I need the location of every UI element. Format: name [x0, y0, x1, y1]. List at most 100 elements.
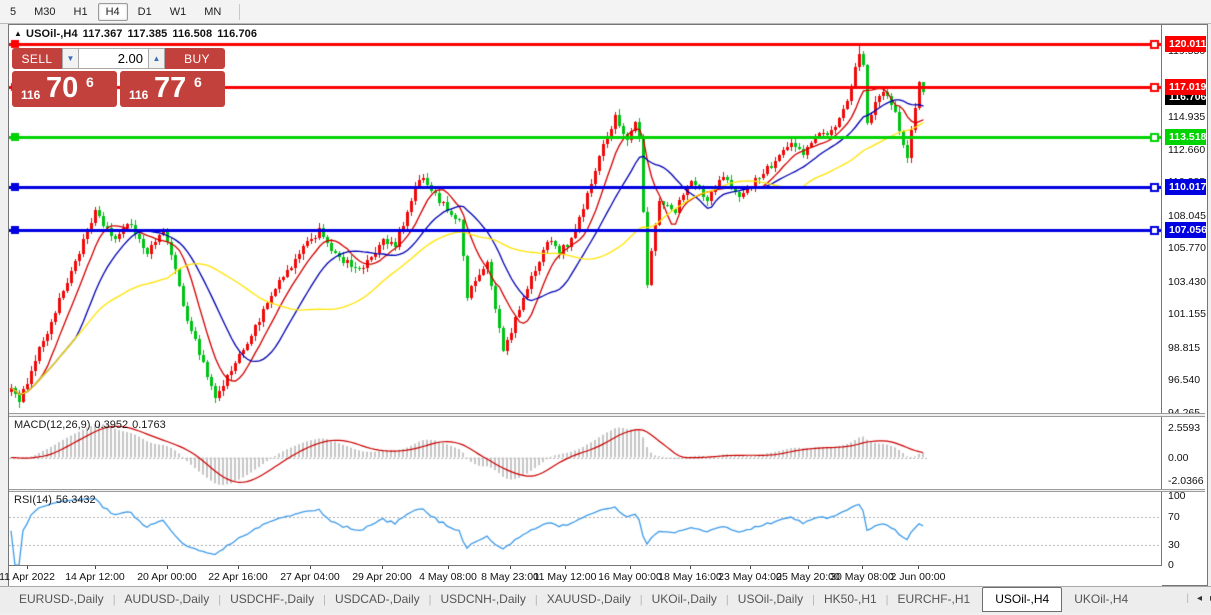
ohlc-low: 116.508	[172, 28, 213, 40]
chart-tab-bar: EURUSD-,Daily | AUDUSD-,Daily | USDCHF-,Dail…	[0, 586, 1211, 613]
time-axis-label: 2 Jun 00:00	[890, 571, 946, 583]
chart-tab-usoil-daily[interactable]: USOil-,Daily	[737, 592, 804, 606]
rsi-axis-tick: 30	[1168, 538, 1180, 551]
time-axis-tick	[808, 566, 809, 569]
time-axis-label: 18 May 16:00	[658, 571, 722, 583]
time-axis-tick	[918, 566, 919, 569]
chart-tab-hk50-h1[interactable]: HK50-,H1	[823, 592, 877, 606]
tab-separator: |	[323, 594, 326, 606]
timeframe-button-5[interactable]: 5	[2, 3, 24, 21]
time-axis-label: 11 May 12:00	[533, 571, 597, 583]
chart-window: ▲ USOil-,H4 117.367 117.385 116.508 116.706 S…	[0, 24, 1208, 586]
time-axis-tick	[630, 566, 631, 569]
price-axis-tick: 105.770	[1168, 242, 1206, 255]
chart-tab-audusd-daily[interactable]: AUDUSD-,Daily	[124, 592, 210, 606]
price-level-badge: 120.011	[1165, 36, 1206, 53]
time-axis-label: 14 Apr 12:00	[65, 571, 125, 583]
timeframe-button-MN[interactable]: MN	[196, 3, 229, 21]
time-axis-tick	[95, 566, 96, 569]
buy-price-prefix: 116	[129, 88, 149, 102]
time-axis[interactable]: 11 Apr 2022 14 Apr 12:00 20 Apr 00:00 22 Ap…	[0, 565, 1162, 586]
time-axis-label: 30 May 08:00	[830, 571, 894, 583]
tab-scroll-divider: |	[1186, 593, 1189, 604]
volume-input[interactable]: 2.00	[79, 48, 148, 69]
time-axis-tick	[565, 566, 566, 569]
tab-separator: |	[534, 594, 538, 606]
buy-price-display[interactable]: 116 77 6	[120, 71, 225, 107]
chart-tab-usdcad-daily[interactable]: USDCAD-,Daily	[334, 592, 420, 606]
macd-axis-tick: -2.0366	[1168, 474, 1204, 487]
macd-axis-tick: 2.5593	[1168, 421, 1201, 434]
tab-separator: |	[812, 594, 815, 606]
time-axis-tick	[27, 566, 28, 569]
chart-tab-usdcnh-daily[interactable]: USDCNH-,Daily	[440, 592, 526, 606]
macd-axis-tick: 0.00	[1168, 451, 1189, 464]
tab-separator: |	[112, 594, 116, 606]
time-axis-label: 16 May 00:00	[598, 571, 662, 583]
tab-separator: |	[725, 594, 729, 606]
collapse-indicators-icon[interactable]: ▲	[14, 29, 23, 38]
chart-symbol: USOil-,H4	[26, 28, 78, 40]
chart-tab-ukoil-daily[interactable]: UKOil-,Daily	[651, 592, 717, 606]
rsi-axis-tick: 70	[1168, 511, 1180, 523]
chart-tab-eurusd-daily[interactable]: EURUSD-,Daily	[19, 592, 104, 606]
time-axis-label: 11 Apr 2022	[0, 571, 55, 583]
price-axis-tick: 108.045	[1168, 209, 1206, 222]
pane-splitter[interactable]	[9, 413, 1205, 417]
price-axis-tick: 112.660	[1168, 143, 1206, 156]
timeframe-button-H1[interactable]: H1	[66, 3, 96, 21]
rsi-label: RSI(14) 56.3432	[14, 494, 100, 506]
time-axis-label: 4 May 08:00	[419, 571, 477, 583]
macd-indicator-canvas[interactable]	[9, 417, 1161, 489]
tab-separator: |	[218, 594, 222, 606]
volume-increase-button[interactable]: ▲	[148, 48, 165, 69]
time-axis-tick	[382, 566, 383, 569]
time-axis-tick	[750, 566, 751, 569]
time-axis-label: 27 Apr 04:00	[280, 571, 340, 583]
chart-tab-ukoil-h4[interactable]: UKOil-,H4	[1074, 592, 1129, 606]
time-axis-label: 25 May 20:00	[776, 571, 840, 583]
price-axis-tick: 101.155	[1168, 308, 1206, 321]
time-axis-tick	[690, 566, 691, 569]
pane-splitter[interactable]	[9, 489, 1205, 492]
price-level-badge: 110.017	[1165, 179, 1206, 196]
chart-title: ▲ USOil-,H4 117.367 117.385 116.508 116.706	[14, 28, 262, 40]
sell-price-display[interactable]: 116 70 6	[12, 71, 117, 107]
sell-price-prefix: 116	[21, 88, 41, 102]
ohlc-open: 117.367	[82, 28, 123, 40]
chart-tab-usdchf-daily[interactable]: USDCHF-,Daily	[230, 592, 315, 606]
macd-main-value: 0.3952	[94, 419, 129, 431]
tab-separator: |	[428, 594, 432, 606]
chart-tab-xauusd-daily[interactable]: XAUUSD-,Daily	[546, 592, 631, 606]
tab-scroll-controls: | ◂ ▸	[1178, 593, 1211, 604]
sell-price-big: 70	[46, 72, 79, 104]
time-axis-label: 23 May 04:00	[718, 571, 782, 583]
timeframe-button-H4[interactable]: H4	[97, 2, 128, 21]
volume-decrease-button[interactable]: ▼	[62, 48, 79, 69]
price-axis-tick: 98.815	[1168, 341, 1201, 354]
tab-scroll-right-icon[interactable]: ▸	[1210, 593, 1211, 604]
rsi-indicator-canvas[interactable]	[9, 492, 1161, 565]
chart-tab-eurchf-h1[interactable]: EURCHF-,H1	[897, 592, 971, 606]
rsi-name: RSI(14)	[14, 494, 52, 506]
trade-panel-controls: SELL ▼ 2.00 ▲ BUY	[12, 48, 225, 69]
trade-panel-prices: 116 70 6 116 77 6	[12, 71, 225, 107]
tab-scroll-left-icon[interactable]: ◂	[1196, 593, 1202, 604]
macd-signal-value: 0.1763	[132, 419, 166, 431]
price-level-badge: 117.019	[1165, 79, 1206, 96]
timeframe-button-D1[interactable]: D1	[130, 3, 160, 21]
buy-button[interactable]: BUY	[169, 48, 225, 69]
price-axis-tick: 103.430	[1168, 275, 1206, 288]
ohlc-close: 116.706	[217, 28, 258, 40]
sell-price-sup: 6	[86, 74, 94, 90]
tab-separator: |	[639, 594, 643, 606]
chart-tab-usoil-h4[interactable]: USOil-,H4	[982, 587, 1063, 612]
timeframe-button-M30[interactable]: M30	[26, 3, 63, 21]
sell-button[interactable]: SELL	[12, 48, 62, 69]
tab-separator: |	[885, 594, 889, 606]
rsi-axis-tick: 0	[1168, 559, 1174, 572]
timeframe-button-W1[interactable]: W1	[162, 3, 195, 21]
macd-label: MACD(12,26,9) 0.3952 0.1763	[14, 419, 170, 431]
time-axis-tick	[862, 566, 863, 569]
